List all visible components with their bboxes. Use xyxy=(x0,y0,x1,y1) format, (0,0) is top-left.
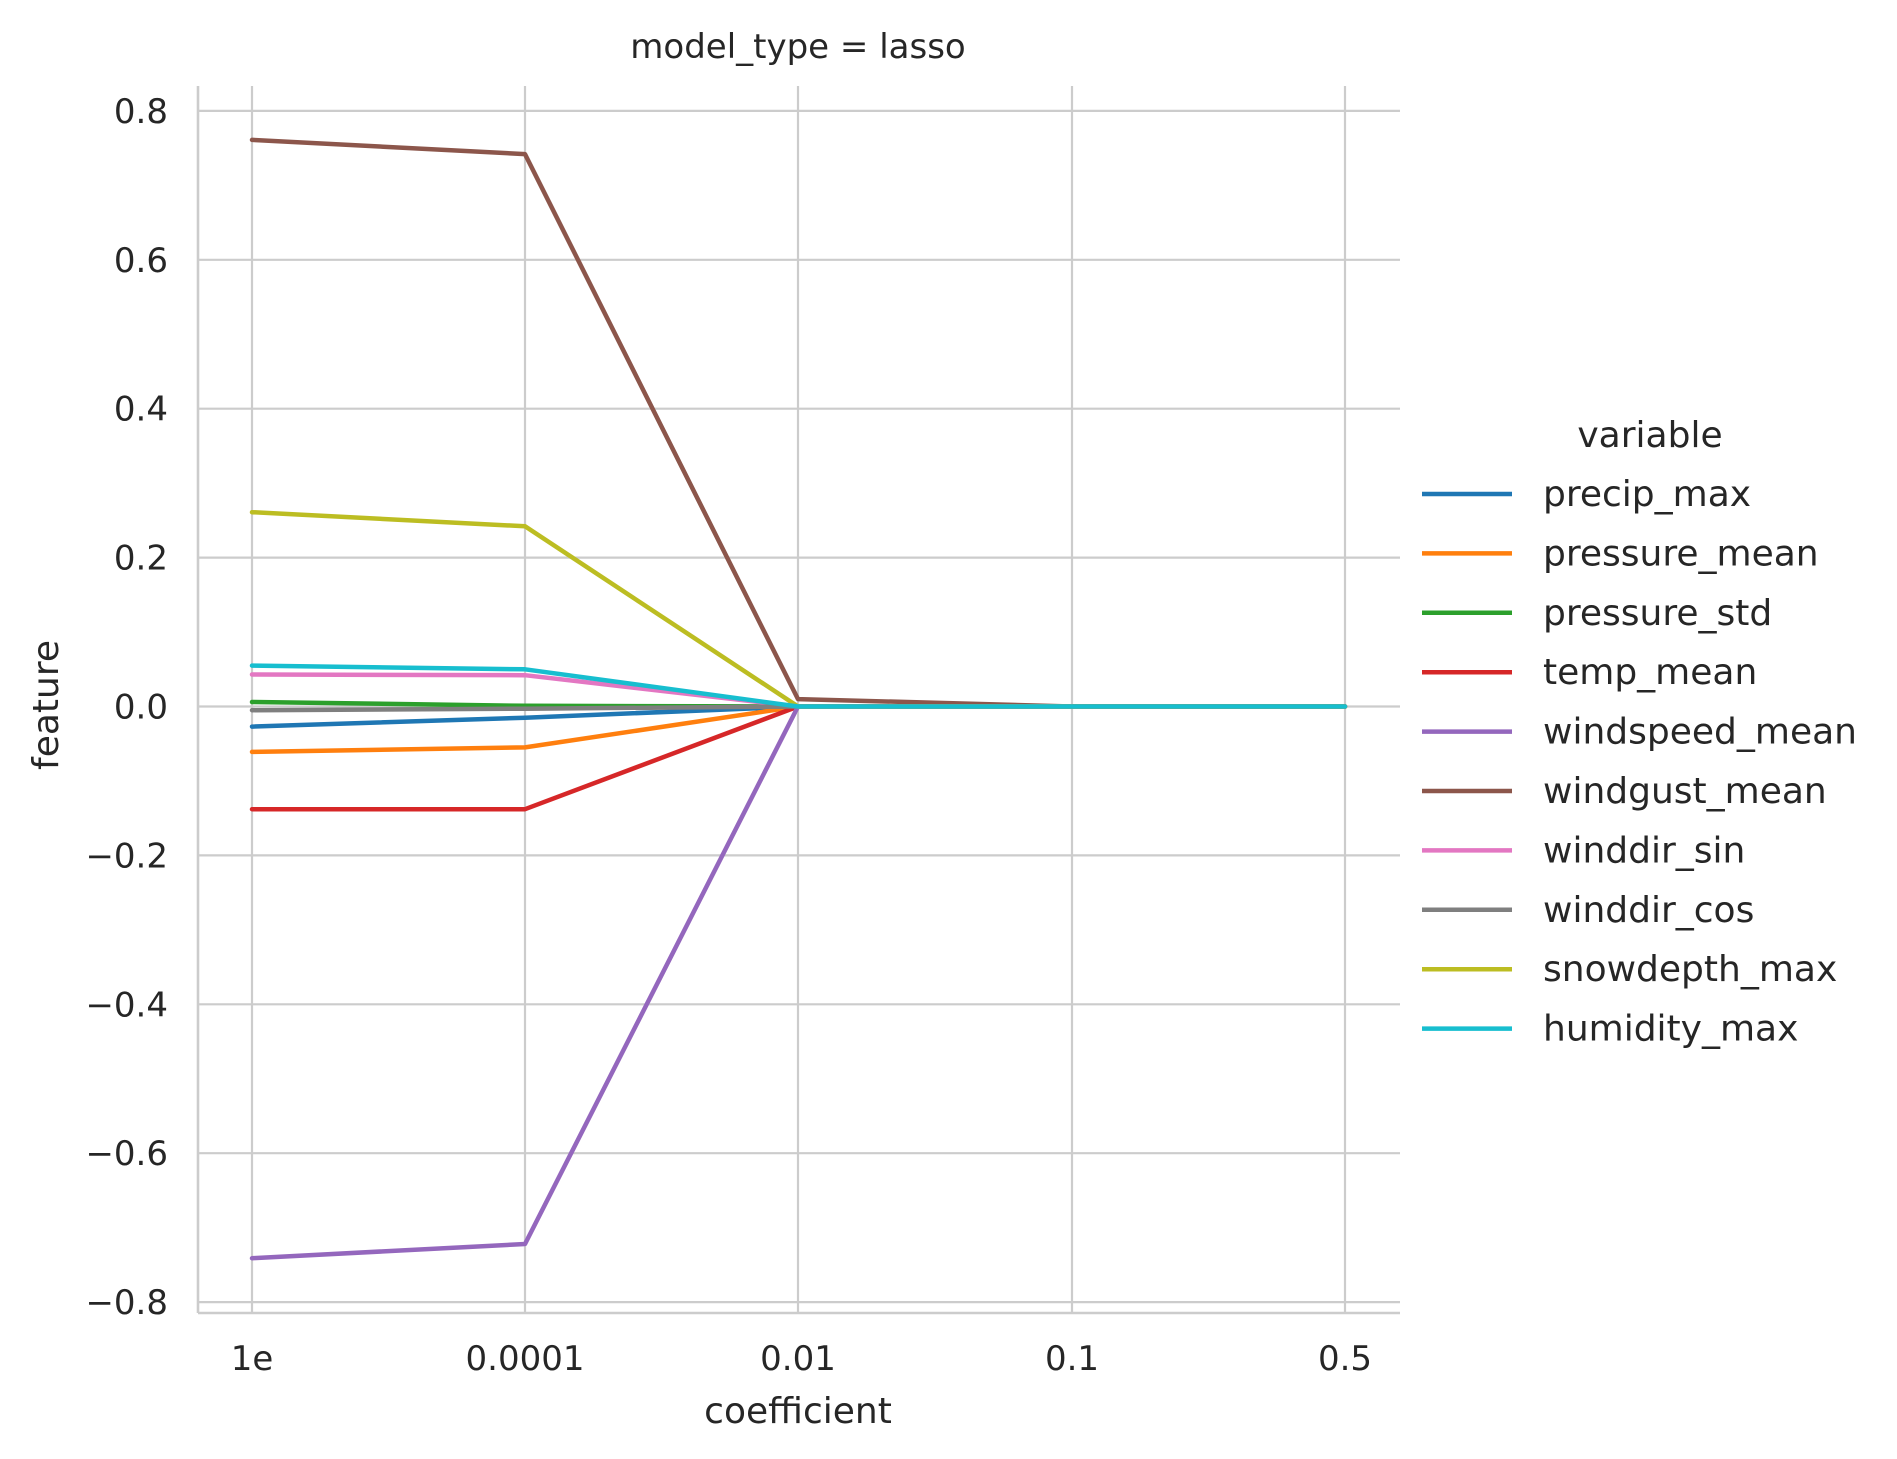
legend-label: humidity_max xyxy=(1543,1009,1798,1050)
legend-item: pressure_std xyxy=(1422,593,1772,634)
y-tick-label: −0.6 xyxy=(85,1134,168,1174)
series-line-humidity-max xyxy=(249,663,1348,709)
y-axis-label: feature xyxy=(26,640,67,770)
grid xyxy=(198,86,1400,1313)
legend: variable precip_max pressure_mean pressure… xyxy=(1422,415,1857,1050)
legend-item: snowdepth_max xyxy=(1422,949,1837,990)
x-tick-label: 0.1 xyxy=(1045,1339,1099,1379)
chart-title: model_type = lasso xyxy=(630,27,965,67)
legend-item: precip_max xyxy=(1422,474,1751,515)
legend-label: winddir_cos xyxy=(1543,890,1754,931)
series-lines xyxy=(249,137,1348,1261)
y-tick-label: 0.0 xyxy=(114,688,168,728)
y-tick-label: 0.2 xyxy=(114,539,168,579)
legend-item: temp_mean xyxy=(1422,652,1757,693)
legend-item: winddir_sin xyxy=(1422,830,1745,871)
legend-label: snowdepth_max xyxy=(1543,949,1837,990)
x-tick-label: 0.01 xyxy=(760,1339,836,1379)
legend-items: precip_max pressure_mean pressure_std temp_… xyxy=(1422,474,1857,1050)
legend-item: humidity_max xyxy=(1422,1009,1798,1050)
y-tick-label: 0.6 xyxy=(114,241,168,281)
x-axis-label: coefficient xyxy=(704,1391,892,1432)
tick-labels: 1e 0.0001 0.01 0.1 0.5 0.8 0.6 0.4 0.2 0.0 −0.2 −0.… xyxy=(85,92,1372,1379)
legend-title: variable xyxy=(1577,415,1722,456)
x-tick-label: 0.5 xyxy=(1318,1339,1372,1379)
legend-label: windgust_mean xyxy=(1543,771,1827,812)
legend-label: pressure_std xyxy=(1543,593,1772,634)
y-tick-label: 0.4 xyxy=(114,390,168,430)
axes-spines xyxy=(196,86,1400,1315)
legend-label: windspeed_mean xyxy=(1543,712,1857,753)
legend-label: temp_mean xyxy=(1543,652,1757,693)
legend-label: winddir_sin xyxy=(1543,830,1745,871)
legend-item: windgust_mean xyxy=(1422,771,1827,812)
legend-label: pressure_mean xyxy=(1543,533,1819,574)
legend-item: winddir_cos xyxy=(1422,890,1754,931)
x-tick-label: 1e xyxy=(231,1339,274,1379)
y-tick-label: −0.8 xyxy=(85,1283,168,1323)
legend-item: pressure_mean xyxy=(1422,533,1819,574)
x-tick-label: 0.0001 xyxy=(466,1339,585,1379)
y-tick-label: −0.2 xyxy=(85,836,168,876)
legend-item: windspeed_mean xyxy=(1422,712,1857,753)
legend-label: precip_max xyxy=(1543,474,1751,515)
y-tick-label: 0.8 xyxy=(114,92,168,132)
y-tick-label: −0.4 xyxy=(85,985,168,1025)
